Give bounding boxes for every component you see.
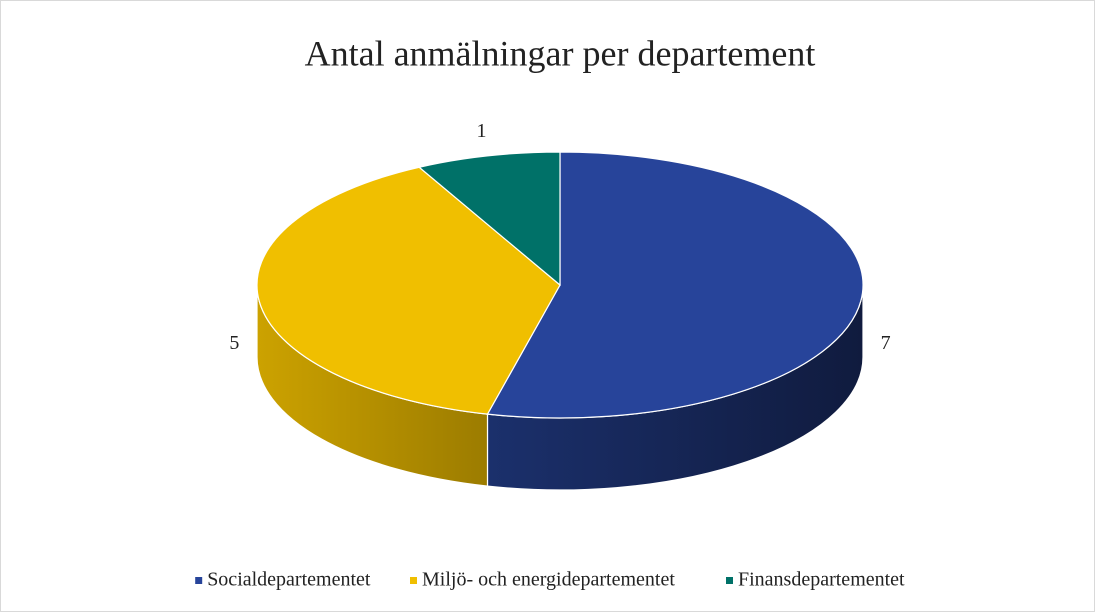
legend-label: Finansdepartementet <box>738 569 905 591</box>
slice <box>486 151 864 419</box>
slice <box>256 166 561 415</box>
legend-swatch <box>726 577 733 584</box>
chart-title: Antal anmälningar per departement <box>305 33 816 73</box>
legend-label: Socialdepartementet <box>207 569 371 591</box>
data-label: 7 <box>881 332 891 354</box>
data-label: 5 <box>229 332 239 354</box>
legend-swatch <box>410 577 417 584</box>
slice <box>417 151 561 287</box>
legend-swatch <box>195 577 203 584</box>
legend-label: Miljö- och energidepartementet <box>422 569 675 591</box>
data-label: 1 <box>477 120 487 142</box>
